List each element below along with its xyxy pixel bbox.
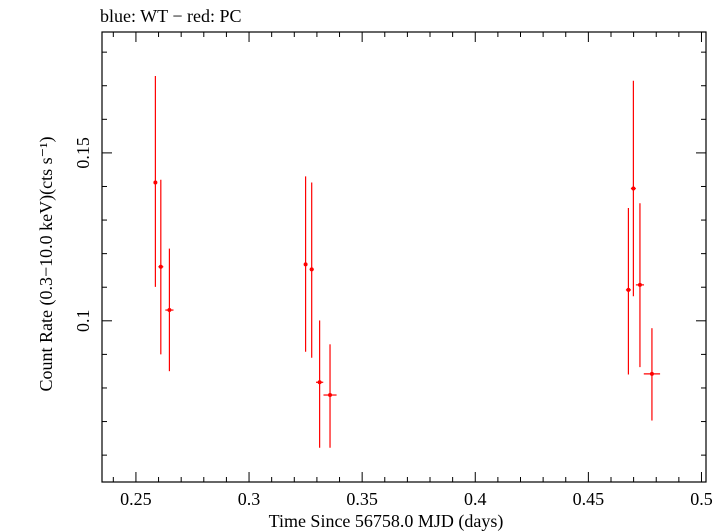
data-point [643,328,661,421]
data-point [316,320,324,448]
point-marker [637,282,642,287]
chart-title: blue: WT − red: PC [100,6,241,26]
point-marker [303,262,308,267]
point-marker [309,267,314,272]
point-marker [626,287,631,292]
point-marker [631,186,636,191]
x-tick-label: 0.4 [464,489,487,509]
x-tick-label: 0.25 [120,489,152,509]
point-marker [153,180,158,185]
data-point [323,344,337,448]
point-marker [317,380,322,385]
point-marker [649,371,654,376]
data-point [153,75,158,287]
x-tick-label: 0.3 [238,489,261,509]
data-point [625,207,631,375]
x-axis-label: Time Since 56758.0 MJD (days) [269,511,504,532]
data-point [630,80,636,297]
x-tick-label: 0.5 [690,489,713,509]
plot-frame [101,31,707,483]
x-tick-label: 0.45 [573,489,605,509]
data-point [158,179,164,355]
y-tick-label: 0.1 [73,310,93,333]
data-point [635,203,645,368]
y-tick-label: 0.15 [73,137,93,169]
point-marker [328,393,333,398]
point-marker [167,308,172,313]
x-tick-label: 0.35 [346,489,378,509]
data-point [303,176,308,352]
data-point [165,248,174,372]
data-points [153,75,661,448]
axis-ticks: 0.25 0.3 0.35 0.4 0.45 0.5 0.1 0.15 [73,32,713,509]
data-point [309,182,314,358]
y-axis-label: Count Rate (0.3−10.0 keV)(cts s⁻¹) [36,136,57,391]
point-marker [158,264,163,269]
